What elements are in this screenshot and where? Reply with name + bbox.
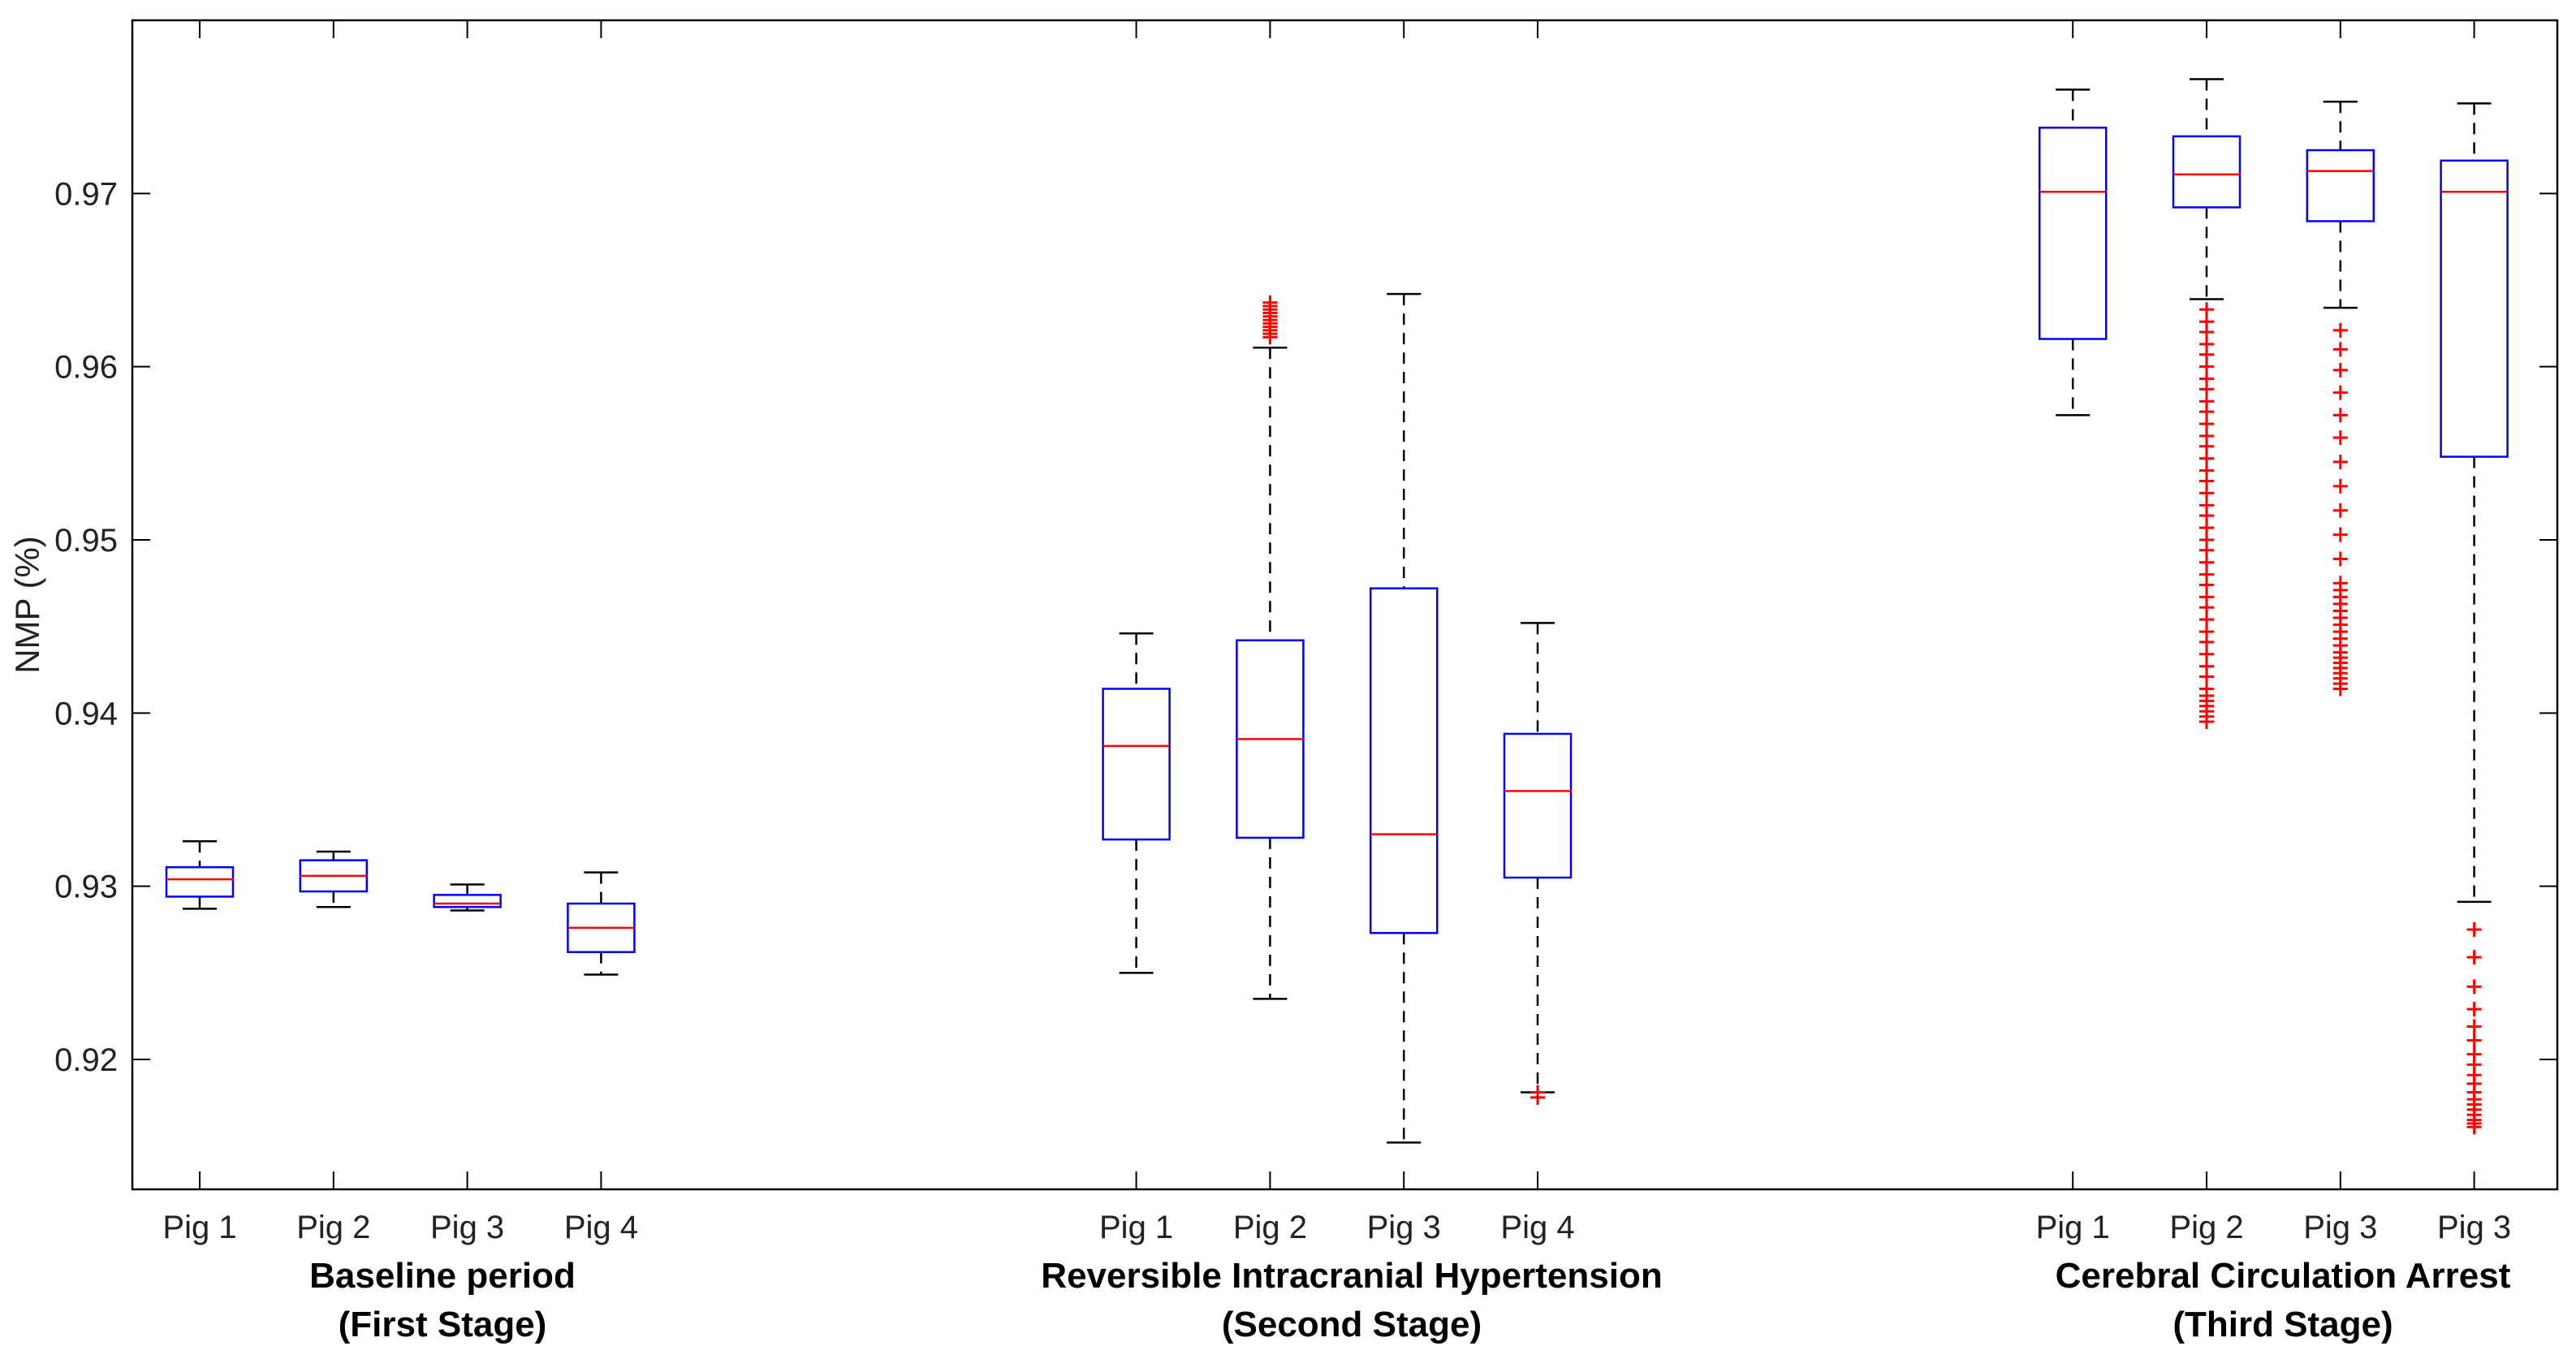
- box-pig-3: [433, 883, 502, 912]
- y-tick-label: 0.92: [54, 1042, 118, 1078]
- outlier-marker: [2332, 681, 2348, 697]
- x-tick-label: Pig 4: [1500, 1210, 1574, 1245]
- box-pig-3: [2440, 102, 2509, 1135]
- outlier-marker: [2332, 478, 2348, 494]
- box-iqr: [165, 865, 235, 898]
- group-subtitle-baseline: (First Stage): [339, 1305, 547, 1344]
- outlier-marker: [1262, 295, 1278, 310]
- y-tick-label: 0.96: [54, 350, 118, 386]
- box-pig-1: [2038, 88, 2108, 416]
- box-pig-3: [2306, 101, 2375, 697]
- x-tick-label: Pig 1: [2036, 1210, 2110, 1245]
- box-pig-2: [1236, 295, 1305, 1000]
- plot-area: [132, 20, 2557, 1189]
- outlier-marker: [2332, 430, 2348, 446]
- box-iqr: [433, 894, 502, 908]
- outlier-marker: [2466, 1019, 2482, 1034]
- x-tick-label: Pig 3: [1367, 1210, 1441, 1245]
- x-tick-label: Pig 3: [2437, 1210, 2511, 1245]
- box-layer: [165, 78, 2509, 1144]
- x-tick-label: Pig 1: [162, 1210, 236, 1245]
- outlier-marker: [2466, 1002, 2482, 1017]
- box-iqr: [1102, 688, 1171, 841]
- outlier-marker: [2332, 503, 2348, 518]
- x-tick-label: Pig 4: [564, 1210, 638, 1245]
- x-tick-label: Pig 3: [2303, 1210, 2377, 1245]
- outlier-marker: [2332, 527, 2348, 542]
- box-pig-2: [299, 850, 369, 908]
- box-pig-3: [1369, 292, 1439, 1144]
- box-iqr: [1503, 732, 1573, 879]
- outlier-marker: [2466, 1120, 2482, 1135]
- group-title-baseline: Baseline period: [309, 1256, 576, 1296]
- outlier-marker: [2332, 362, 2348, 378]
- y-tick-label: 0.93: [54, 869, 118, 905]
- box-pig-4: [1503, 622, 1573, 1105]
- outlier-marker: [2466, 922, 2482, 937]
- y-axis-ticks: 0.92 0.93 0.94 0.95 0.96 0.97: [54, 176, 2557, 1078]
- box-pig-2: [2172, 78, 2242, 729]
- x-tick-label: Pig 2: [296, 1210, 370, 1245]
- outlier-marker: [2332, 551, 2348, 567]
- y-tick-label: 0.95: [54, 523, 118, 559]
- box-pig-4: [567, 871, 636, 976]
- x-tick-label: Pig 3: [430, 1210, 504, 1245]
- outlier-marker: [2332, 385, 2348, 400]
- box-iqr: [1369, 587, 1439, 934]
- box-iqr: [2306, 149, 2375, 222]
- x-tick-label: Pig 2: [1233, 1210, 1307, 1245]
- y-axis-label: NMP (%): [8, 536, 46, 674]
- box-iqr: [2172, 135, 2242, 209]
- y-tick-label: 0.97: [54, 176, 118, 212]
- box-pig-1: [165, 839, 235, 910]
- outlier-marker: [2332, 455, 2348, 469]
- outlier-marker: [2466, 1033, 2482, 1048]
- y-tick-label: 0.94: [54, 696, 118, 731]
- outlier-marker: [2332, 342, 2348, 357]
- outlier-marker: [2466, 979, 2482, 994]
- outlier-marker: [2332, 408, 2348, 423]
- x-tick-label: Pig 1: [1099, 1210, 1173, 1245]
- x-axis-ticks: Pig 1 Pig 2 Pig 3 Pig 4 Pig 1 Pig 2 Pig 3 Pig 4…: [162, 20, 2511, 1245]
- outlier-marker: [2199, 714, 2214, 729]
- group-subtitle-hypertension: (Second Stage): [1222, 1305, 1482, 1344]
- box-iqr: [2440, 159, 2509, 458]
- group-subtitle-arrest: (Third Stage): [2173, 1305, 2393, 1344]
- group-title-arrest: Cerebral Circulation Arrest: [2056, 1256, 2511, 1296]
- box-pig-1: [1102, 632, 1171, 974]
- plot-frame: [131, 19, 2559, 1191]
- outlier-marker: [2466, 950, 2482, 965]
- x-tick-label: Pig 2: [2169, 1210, 2243, 1245]
- outlier-marker: [2332, 322, 2348, 338]
- group-title-hypertension: Reversible Intracranial Hypertension: [1041, 1256, 1662, 1296]
- outlier-marker: [1530, 1085, 1545, 1100]
- box-iqr: [2038, 127, 2108, 340]
